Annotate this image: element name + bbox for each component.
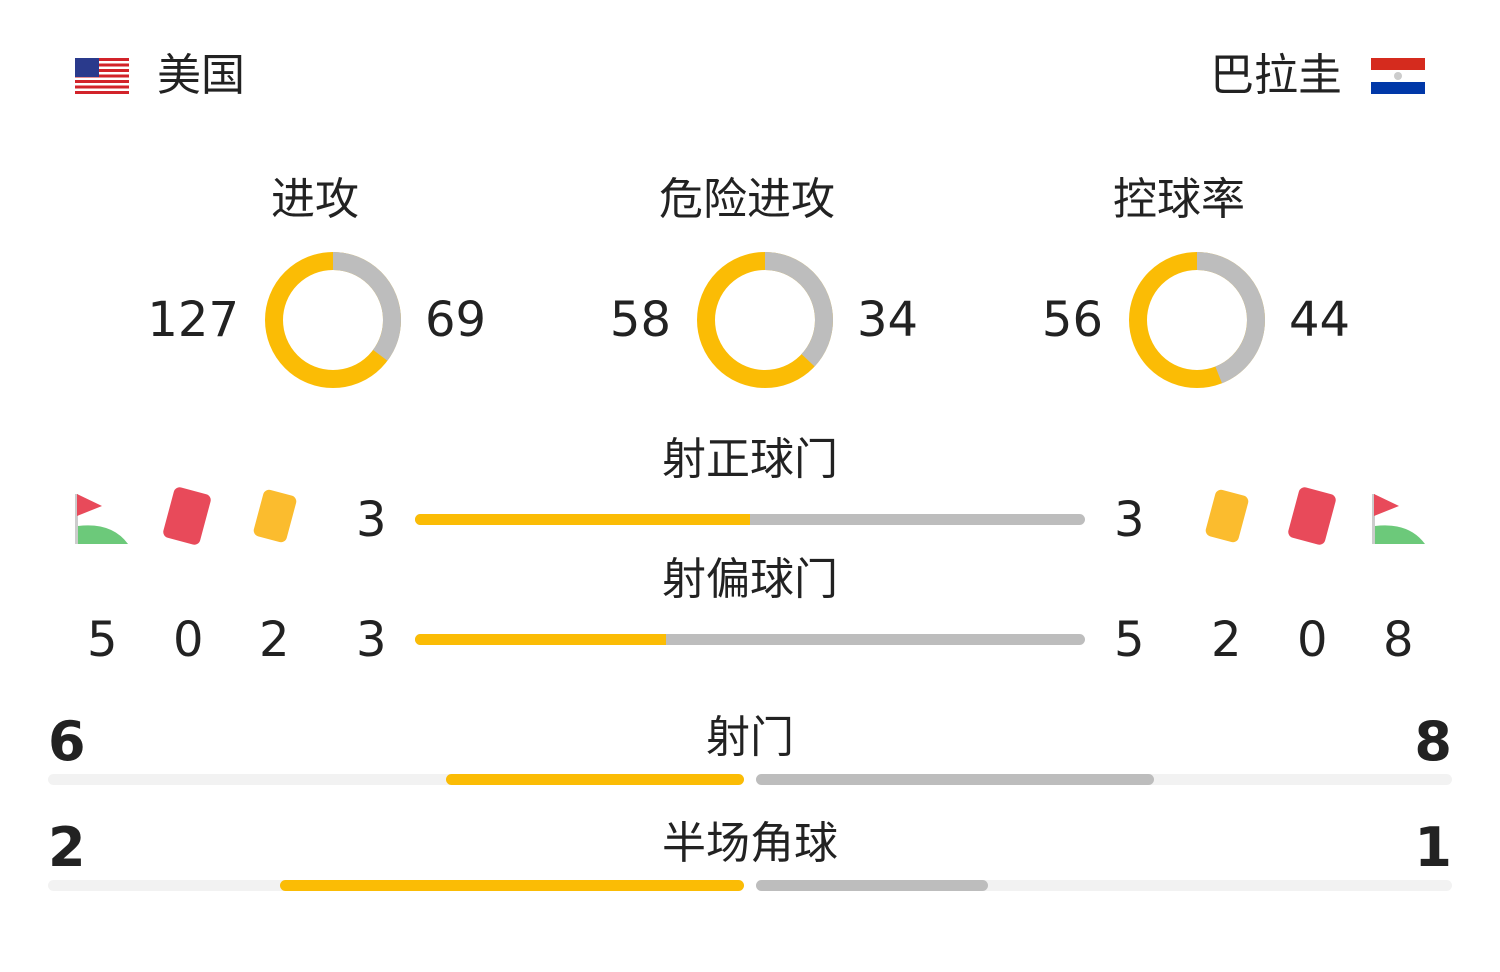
home-shots-off-target: 3: [356, 612, 387, 668]
donut-home-value: 56: [1041, 292, 1103, 348]
donut-title: 控球率: [1113, 174, 1245, 225]
home-fill: [445, 774, 744, 785]
wide-stat-label: 半场角球: [662, 818, 838, 869]
shots-off-target-label: 射偏球门: [662, 554, 838, 605]
home-team-name: 美国: [157, 50, 245, 101]
yellow-card-icon: [1205, 489, 1249, 543]
donut-title: 危险进攻: [659, 174, 835, 225]
away-shots-off-target: 5: [1114, 612, 1145, 668]
wide-stat-label: 射门: [706, 712, 794, 763]
yellow-card-icon: [253, 489, 297, 543]
home-yellow-cards: 2: [259, 612, 290, 668]
donut-away-value: 44: [1289, 292, 1351, 348]
away-fill: [756, 880, 988, 891]
donut-away-value: 69: [425, 292, 487, 348]
home-track: [48, 774, 744, 785]
shots-off-target-bar: [415, 634, 1085, 645]
shots-on-target-bar: [415, 514, 1085, 525]
donut-chart: [265, 252, 401, 388]
away-track: [756, 880, 1452, 891]
donut-away-value: 34: [857, 292, 919, 348]
wide-away-value: 1: [1414, 816, 1452, 879]
donut-title: 进攻: [271, 174, 359, 225]
donut-chart: [697, 252, 833, 388]
away-corners: 8: [1383, 612, 1414, 668]
us-flag-icon: [75, 58, 129, 94]
donut-away-arc: [1129, 252, 1265, 388]
away-fill: [756, 774, 1154, 785]
donut-away-arc: [697, 252, 833, 388]
corner-flag-icon: [1372, 494, 1425, 544]
red-card-icon: [1288, 487, 1336, 545]
donut-chart: [1129, 252, 1265, 388]
away-yellow-cards: 2: [1211, 612, 1242, 668]
home-shots-on-target: 3: [356, 492, 387, 548]
donut-home-value: 58: [609, 292, 671, 348]
wide-home-value: 6: [48, 710, 86, 773]
away-team-name: 巴拉圭: [1210, 50, 1342, 101]
away-red-cards: 0: [1297, 612, 1328, 668]
wide-away-value: 8: [1414, 710, 1452, 773]
red-card-icon: [163, 487, 211, 545]
donut-away-arc: [265, 252, 401, 388]
paraguay-flag-icon: [1371, 58, 1425, 94]
shots-on-target-label: 射正球门: [662, 434, 838, 485]
donut-home-value: 127: [147, 292, 239, 348]
corner-flag-icon: [75, 494, 128, 544]
home-corners: 5: [87, 612, 118, 668]
away-shots-on-target: 3: [1114, 492, 1145, 548]
home-red-cards: 0: [173, 612, 204, 668]
wide-home-value: 2: [48, 816, 86, 879]
home-fill: [280, 880, 744, 891]
